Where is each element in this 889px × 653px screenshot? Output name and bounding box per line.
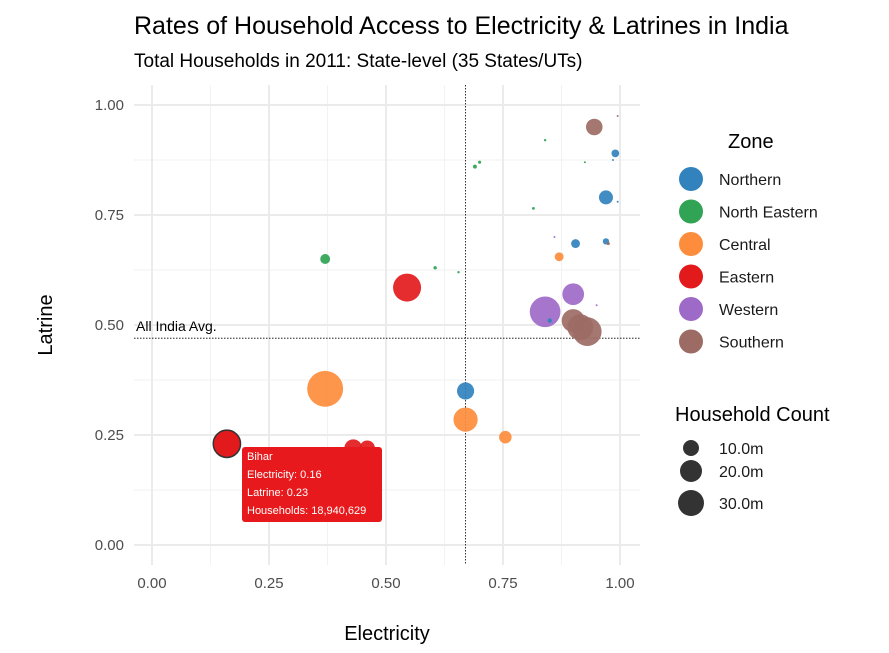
tooltip-line: Electricity: 0.16: [247, 469, 322, 481]
legend-swatch-northern: [679, 167, 703, 191]
data-point-north-eastern: [543, 138, 547, 142]
reference-lines: All India Avg.: [134, 85, 640, 565]
data-point-north-eastern: [472, 164, 477, 169]
tooltip-box: [242, 447, 382, 522]
tooltip: Bihar Electricity: 0.16 Latrine: 0.23 House…: [242, 447, 382, 522]
legend-label-north-eastern: North Eastern: [719, 205, 818, 222]
y-tick-label: 1.00: [95, 97, 124, 114]
x-tick-label: 0.00: [137, 575, 166, 592]
x-tick-label: 0.75: [488, 575, 517, 592]
data-point-western: [562, 283, 585, 306]
legend-label-central: Central: [719, 237, 771, 254]
size-legend-label: 20.0m: [719, 464, 763, 481]
legend-swatch-eastern: [679, 264, 703, 289]
size-legend-circle: [680, 460, 702, 482]
data-point-southern: [561, 309, 585, 333]
data-point-northern: [571, 239, 580, 249]
data-point-southern: [616, 115, 619, 117]
data-point-central: [453, 407, 478, 432]
data-point-western: [553, 236, 556, 238]
highlighted-point: [212, 429, 242, 459]
data-point-central: [554, 252, 564, 262]
y-axis-title: Latrine: [35, 294, 57, 355]
avg-line-label: All India Avg.: [136, 318, 217, 334]
data-point-western: [595, 304, 598, 307]
data-point-southern: [606, 242, 610, 246]
legend-label-eastern: Eastern: [719, 270, 774, 287]
data-point-north-eastern: [457, 270, 460, 274]
data-point-northern: [456, 382, 475, 400]
data-point-central: [307, 370, 344, 407]
data-point-north-eastern: [320, 254, 331, 264]
data-points: [212, 115, 620, 459]
x-tick-label: 0.50: [371, 575, 400, 592]
data-point-western: [529, 296, 561, 328]
data-point-northern: [616, 200, 619, 203]
y-tick-label: 0.50: [95, 317, 124, 334]
tooltip-line: Latrine: 0.23: [247, 487, 308, 499]
x-axis-title: Electricity: [344, 623, 430, 645]
grid-lines: [134, 85, 640, 565]
size-legend-circle: [678, 490, 704, 516]
tooltip-title: Bihar: [247, 451, 273, 463]
legend-swatch-central: [679, 232, 703, 256]
size-legend-label: 10.0m: [719, 441, 763, 458]
legend-label-southern: Southern: [719, 335, 784, 352]
x-tick-label: 0.25: [254, 575, 283, 592]
y-tick-label: 0.00: [95, 537, 124, 554]
data-point-north-eastern: [478, 160, 482, 164]
legend-swatch-southern: [679, 329, 703, 354]
y-tick-label: 0.75: [95, 207, 124, 224]
chart-subtitle: Total Households in 2011: State-level (3…: [134, 51, 583, 72]
zone-legend-title: Zone: [728, 131, 774, 153]
data-point-southern: [585, 118, 603, 136]
size-legend-title: Household Count: [675, 404, 830, 426]
legend-label-western: Western: [719, 302, 778, 319]
tooltip-line: Households: 18,940,629: [247, 505, 366, 517]
data-point-north-eastern: [433, 266, 437, 270]
size-legend-label: 30.0m: [719, 496, 763, 513]
data-point-northern: [611, 159, 614, 161]
size-legend-circle: [683, 440, 699, 456]
axis-ticks: 0.00 0.25 0.50 0.75 1.00 0.00 0.25 0.50 0.75 1.00: [95, 97, 635, 592]
data-point-north-eastern: [532, 207, 535, 210]
data-point-north-eastern: [583, 161, 586, 164]
data-point-central: [499, 430, 512, 444]
data-point-northern: [611, 149, 620, 158]
chart-title: Rates of Household Access to Electricity…: [134, 12, 789, 40]
y-tick-label: 0.25: [95, 427, 124, 444]
data-point-northern: [547, 318, 553, 323]
data-point-eastern: [393, 273, 422, 302]
legend-label-northern: Northern: [719, 172, 781, 189]
legend-swatch-western: [679, 297, 703, 321]
legend: Zone Household Count Northern North Easte…: [675, 131, 830, 516]
legend-swatch-north-eastern: [679, 199, 703, 224]
x-tick-label: 1.00: [605, 575, 634, 592]
data-point-northern: [598, 190, 613, 205]
